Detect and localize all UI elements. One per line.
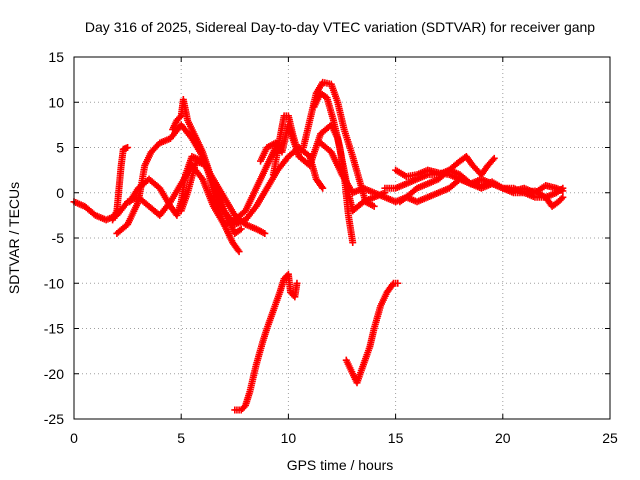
- data-point: [319, 184, 327, 192]
- series-sat-m: [396, 153, 498, 206]
- x-tick-label: 5: [177, 430, 185, 446]
- data-point: [293, 279, 301, 287]
- y-axis-label: SDTVAR / TECUs: [6, 182, 22, 294]
- data-point: [349, 239, 357, 247]
- y-tick-label: -5: [52, 230, 65, 246]
- data-point: [237, 225, 245, 233]
- data-point: [370, 202, 378, 210]
- x-axis-ticks: 0 5 10 15 20 25: [70, 57, 618, 446]
- x-tick-label: 25: [602, 430, 618, 446]
- data-point: [235, 248, 243, 256]
- chart-title: Day 316 of 2025, Sidereal Day-to-day VTE…: [85, 19, 595, 35]
- series-sat-q: [342, 279, 402, 387]
- data-point: [234, 246, 242, 254]
- x-tick-label: 20: [495, 430, 511, 446]
- data-point: [489, 156, 497, 164]
- x-tick-label: 15: [388, 430, 404, 446]
- data-points: [70, 78, 567, 414]
- data-point: [490, 154, 498, 162]
- series-sat-f: [177, 144, 327, 228]
- data-point: [388, 281, 396, 289]
- data-point: [394, 279, 402, 287]
- y-tick-label: 0: [56, 185, 64, 201]
- y-axis-ticks: -25 -20 -15 -10 -5 0 5 10 15: [44, 49, 610, 427]
- data-point: [176, 113, 184, 121]
- series-sat-o: [499, 182, 567, 197]
- series-sat-p: [231, 270, 301, 414]
- data-point: [261, 229, 269, 237]
- series-sat-b: [109, 144, 132, 224]
- data-point: [124, 144, 132, 151]
- data-point: [557, 195, 565, 203]
- y-tick-label: -25: [44, 411, 64, 427]
- data-point: [559, 187, 567, 195]
- y-tick-label: -10: [44, 275, 64, 291]
- x-tick-label: 10: [281, 430, 297, 446]
- y-tick-label: 15: [48, 49, 64, 65]
- data-point: [318, 183, 326, 191]
- y-tick-label: -20: [44, 366, 64, 382]
- x-axis-label: GPS time / hours: [287, 457, 394, 473]
- series-sat-k: [317, 139, 496, 206]
- series-sat-i: [299, 78, 378, 210]
- x-tick-label: 0: [70, 430, 78, 446]
- series-sat-j: [310, 89, 357, 247]
- y-tick-label: 5: [56, 140, 64, 156]
- y-tick-label: -15: [44, 321, 64, 337]
- data-point: [559, 193, 567, 201]
- y-tick-label: 10: [48, 94, 64, 110]
